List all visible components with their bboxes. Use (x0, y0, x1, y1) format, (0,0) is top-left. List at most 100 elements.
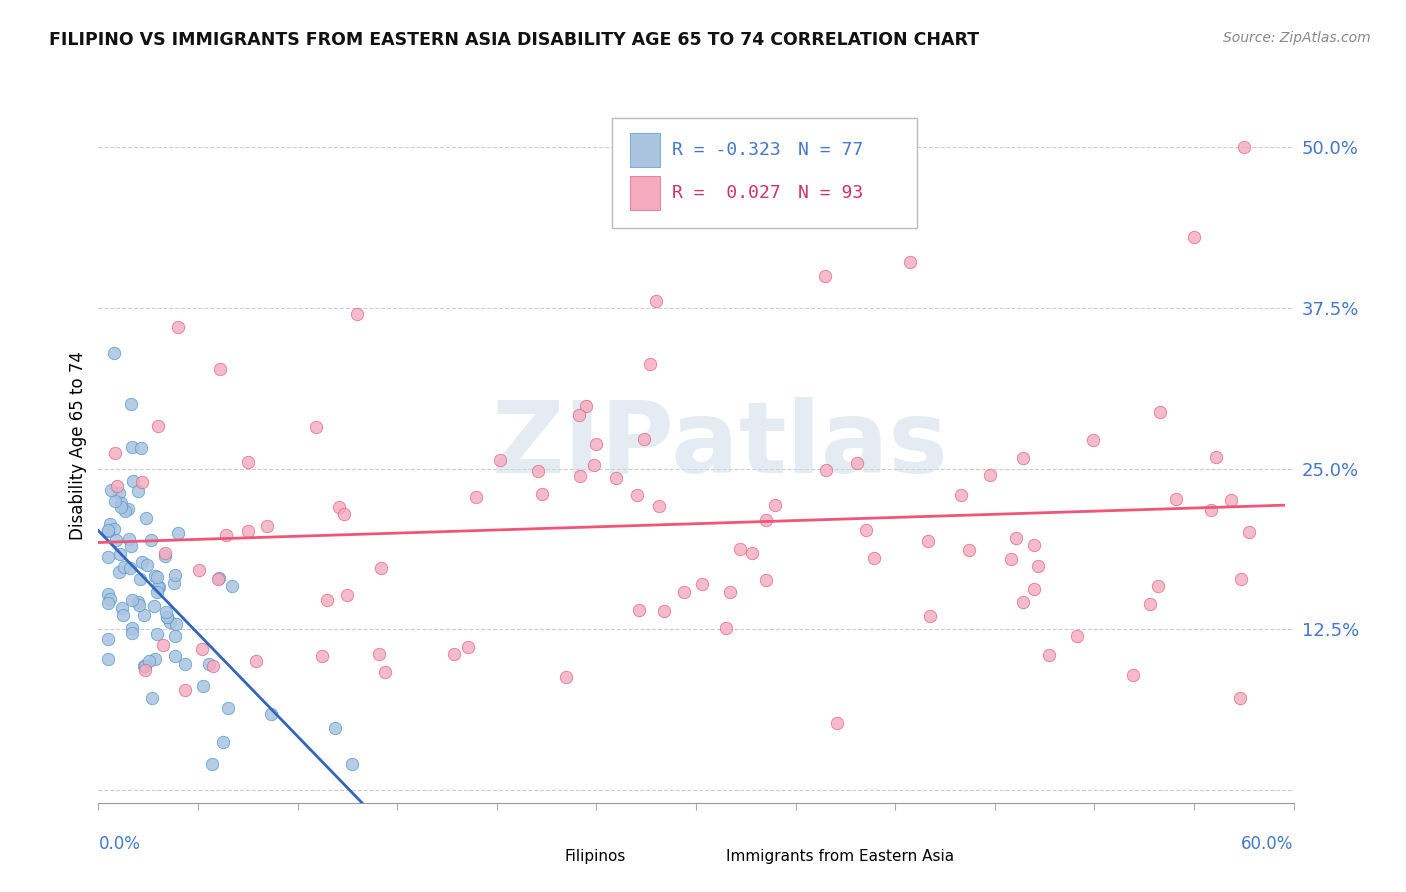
Point (221, 579, 243, 593)
Point (638, 358, 661, 372)
Point (121, 622, 143, 636)
Point (814, 463, 837, 477)
Point (132, 658, 155, 673)
Point (583, 458, 606, 472)
Point (104, 494, 127, 508)
Point (165, 648, 187, 663)
Point (957, 543, 980, 558)
Point (129, 441, 152, 455)
Point (120, 397, 142, 411)
Point (114, 504, 136, 518)
Point (652, 604, 675, 618)
Point (191, 679, 214, 693)
Point (825, 716, 848, 731)
Point (1000, 552, 1022, 566)
Point (489, 453, 512, 467)
Point (208, 361, 231, 376)
Point (132, 608, 155, 623)
Point (146, 627, 169, 641)
Point (692, 577, 714, 591)
Point (568, 468, 591, 483)
Point (1022, 538, 1045, 552)
Point (104, 533, 127, 547)
Point (346, 307, 368, 321)
Point (110, 496, 132, 510)
Point (1139, 597, 1161, 611)
Point (131, 475, 153, 489)
Bar (630, 133, 661, 167)
Point (917, 534, 939, 549)
Point (121, 592, 143, 607)
Point (605, 470, 627, 484)
Point (718, 585, 741, 599)
Point (814, 268, 837, 283)
Point (146, 585, 169, 599)
Point (236, 455, 259, 469)
Text: R =  0.027: R = 0.027 (672, 184, 780, 202)
Point (728, 541, 751, 556)
Point (112, 560, 135, 574)
Point (138, 654, 160, 668)
Point (1205, 450, 1227, 465)
Point (245, 654, 267, 668)
Point (128, 599, 150, 613)
Point (648, 500, 671, 514)
Point (163, 629, 186, 643)
Text: Immigrants from Eastern Asia: Immigrants from Eastern Asia (725, 849, 955, 863)
Point (1147, 579, 1170, 593)
Point (208, 571, 231, 585)
Point (950, 488, 973, 502)
Point (153, 549, 176, 563)
Text: Filipinos: Filipinos (565, 849, 626, 863)
Text: R = -0.323: R = -0.323 (672, 141, 780, 159)
Point (163, 575, 186, 590)
Point (626, 488, 648, 502)
Point (575, 399, 598, 413)
Bar (630, 176, 661, 210)
Point (103, 345, 125, 359)
Point (628, 603, 651, 617)
Point (754, 513, 776, 527)
Point (167, 526, 190, 541)
Point (100, 592, 122, 607)
Point (120, 560, 142, 574)
Point (340, 757, 363, 772)
Point (156, 610, 179, 624)
Point (1220, 492, 1243, 507)
Point (1230, 572, 1253, 586)
Point (323, 721, 346, 735)
Point (155, 605, 177, 619)
Point (97, 524, 120, 538)
Point (159, 615, 181, 629)
Point (118, 532, 141, 546)
Point (716, 621, 738, 635)
Point (898, 255, 921, 269)
Point (103, 522, 125, 536)
Point (763, 498, 786, 512)
Point (305, 419, 328, 434)
Point (1229, 690, 1251, 705)
Point (200, 757, 222, 772)
Point (153, 546, 176, 560)
Point (146, 580, 169, 594)
Point (1149, 405, 1171, 419)
Point (198, 657, 221, 671)
Point (741, 546, 763, 560)
Point (143, 569, 166, 583)
Point (374, 665, 396, 680)
Point (111, 601, 134, 615)
Text: N = 77: N = 77 (797, 141, 863, 159)
Point (97, 523, 120, 537)
Point (554, 670, 576, 684)
Text: ZIPatlas: ZIPatlas (492, 398, 948, 494)
Point (1081, 434, 1104, 448)
Point (156, 609, 179, 624)
Point (311, 648, 333, 663)
Point (141, 691, 163, 706)
Point (117, 502, 139, 516)
Point (845, 456, 868, 470)
Point (131, 555, 153, 569)
Point (152, 638, 174, 652)
Point (238, 524, 260, 538)
Point (108, 486, 131, 500)
